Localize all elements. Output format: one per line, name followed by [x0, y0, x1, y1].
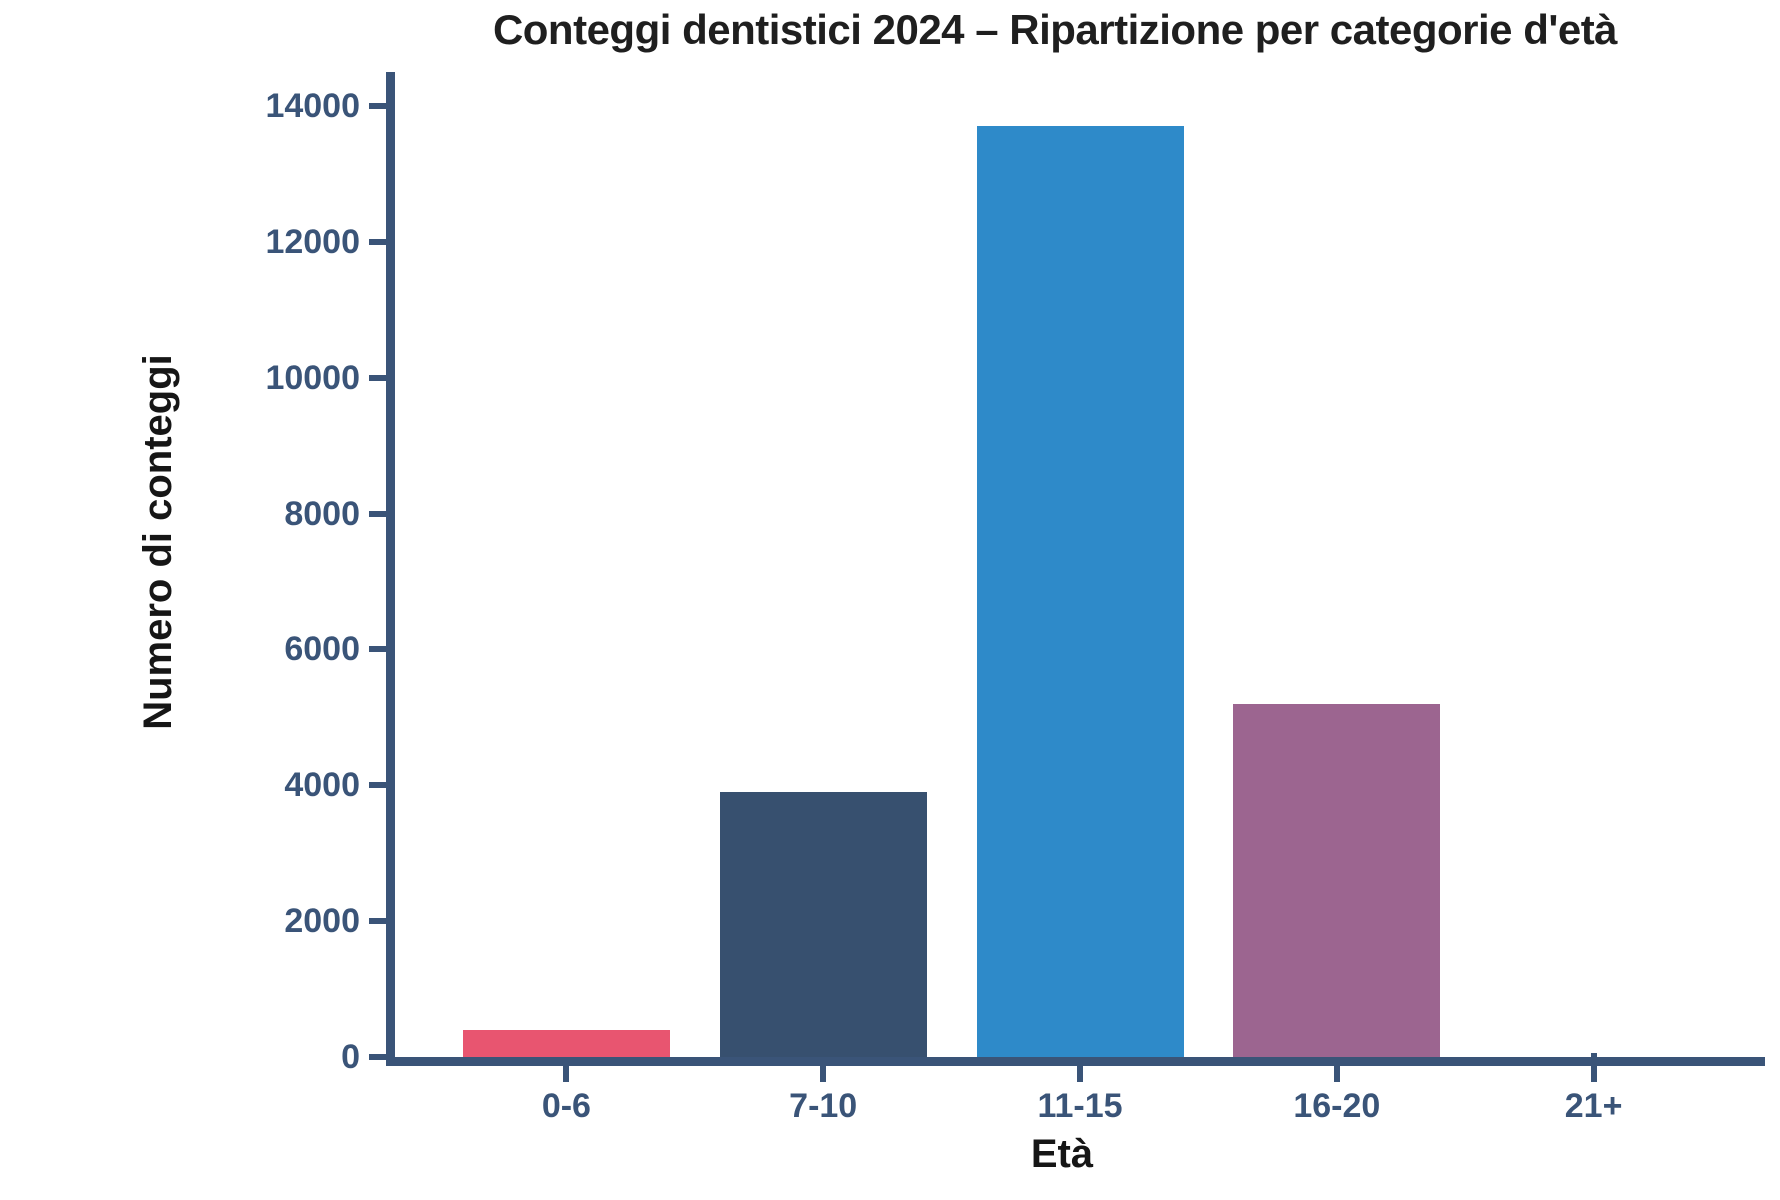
- x-tick-mark: [1590, 1053, 1597, 1082]
- y-tick-mark: [369, 238, 386, 245]
- x-tick-label: 16-20: [1293, 1087, 1381, 1125]
- y-tick-mark: [369, 1054, 386, 1060]
- x-tick-label: 0-6: [541, 1087, 591, 1125]
- y-tick-label: 12000: [265, 222, 360, 261]
- x-axis-spine: [386, 1057, 1765, 1066]
- y-tick-mark: [369, 374, 386, 381]
- x-tick-mark: [1333, 1053, 1340, 1082]
- x-tick-mark: [820, 1053, 827, 1082]
- x-tick-label: 21+: [1564, 1087, 1623, 1125]
- x-tick-mark: [563, 1053, 570, 1082]
- y-tick-label: 8000: [284, 494, 360, 533]
- bar-7-10: [719, 792, 927, 1057]
- bar-11-15: [976, 126, 1184, 1057]
- y-tick-mark: [369, 646, 386, 653]
- y-tick-label: 14000: [265, 86, 360, 125]
- y-tick-mark: [369, 782, 386, 789]
- y-tick-label: 4000: [284, 766, 360, 805]
- x-tick-mark: [1077, 1053, 1083, 1082]
- y-tick-label: 0: [341, 1038, 360, 1076]
- x-tick-label: 11-15: [1037, 1087, 1123, 1125]
- bar-16-20: [1233, 704, 1441, 1057]
- y-axis-title: Numero di conteggi: [136, 354, 180, 730]
- y-tick-label: 6000: [284, 630, 360, 669]
- chart-title: Conteggi dentistici 2024 – Ripartizione …: [492, 6, 1618, 53]
- y-axis-spine: [386, 72, 395, 1066]
- y-tick-mark: [369, 102, 386, 109]
- bar-0-6: [462, 1030, 670, 1057]
- x-axis-title: Età: [1030, 1132, 1094, 1176]
- y-tick-label: 2000: [284, 902, 360, 941]
- y-tick-label: 10000: [265, 358, 360, 397]
- x-tick-label: 7-10: [789, 1087, 858, 1125]
- y-tick-mark: [369, 510, 386, 517]
- y-tick-mark: [369, 918, 386, 925]
